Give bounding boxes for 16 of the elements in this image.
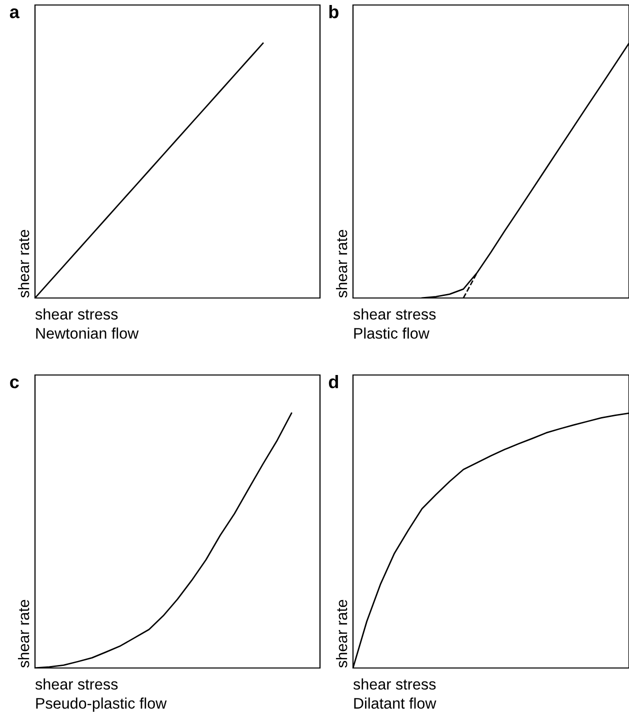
y-axis-title: shear rate xyxy=(336,230,348,298)
text: Newtonian flow xyxy=(36,328,139,339)
chart-title: b xyxy=(329,5,338,18)
y-axis-title: shear rate xyxy=(336,600,348,668)
x-axis-title: shear stress xyxy=(353,678,436,690)
x-axis-title: shear stress xyxy=(35,678,118,690)
y-axis-title: shear rate xyxy=(18,600,30,668)
chart-title: d xyxy=(328,375,338,388)
y-axis-title: shear rate xyxy=(18,230,30,298)
chart-title: a xyxy=(10,8,20,18)
x-axis-title: shear stress xyxy=(35,308,118,320)
chart-title: c xyxy=(10,378,19,388)
x-axis-title: shear stress xyxy=(353,308,436,320)
text: Dilatant flow xyxy=(354,698,436,709)
text: Plastic flow xyxy=(354,328,430,339)
text: Pseudo-plastic flow xyxy=(36,698,167,712)
